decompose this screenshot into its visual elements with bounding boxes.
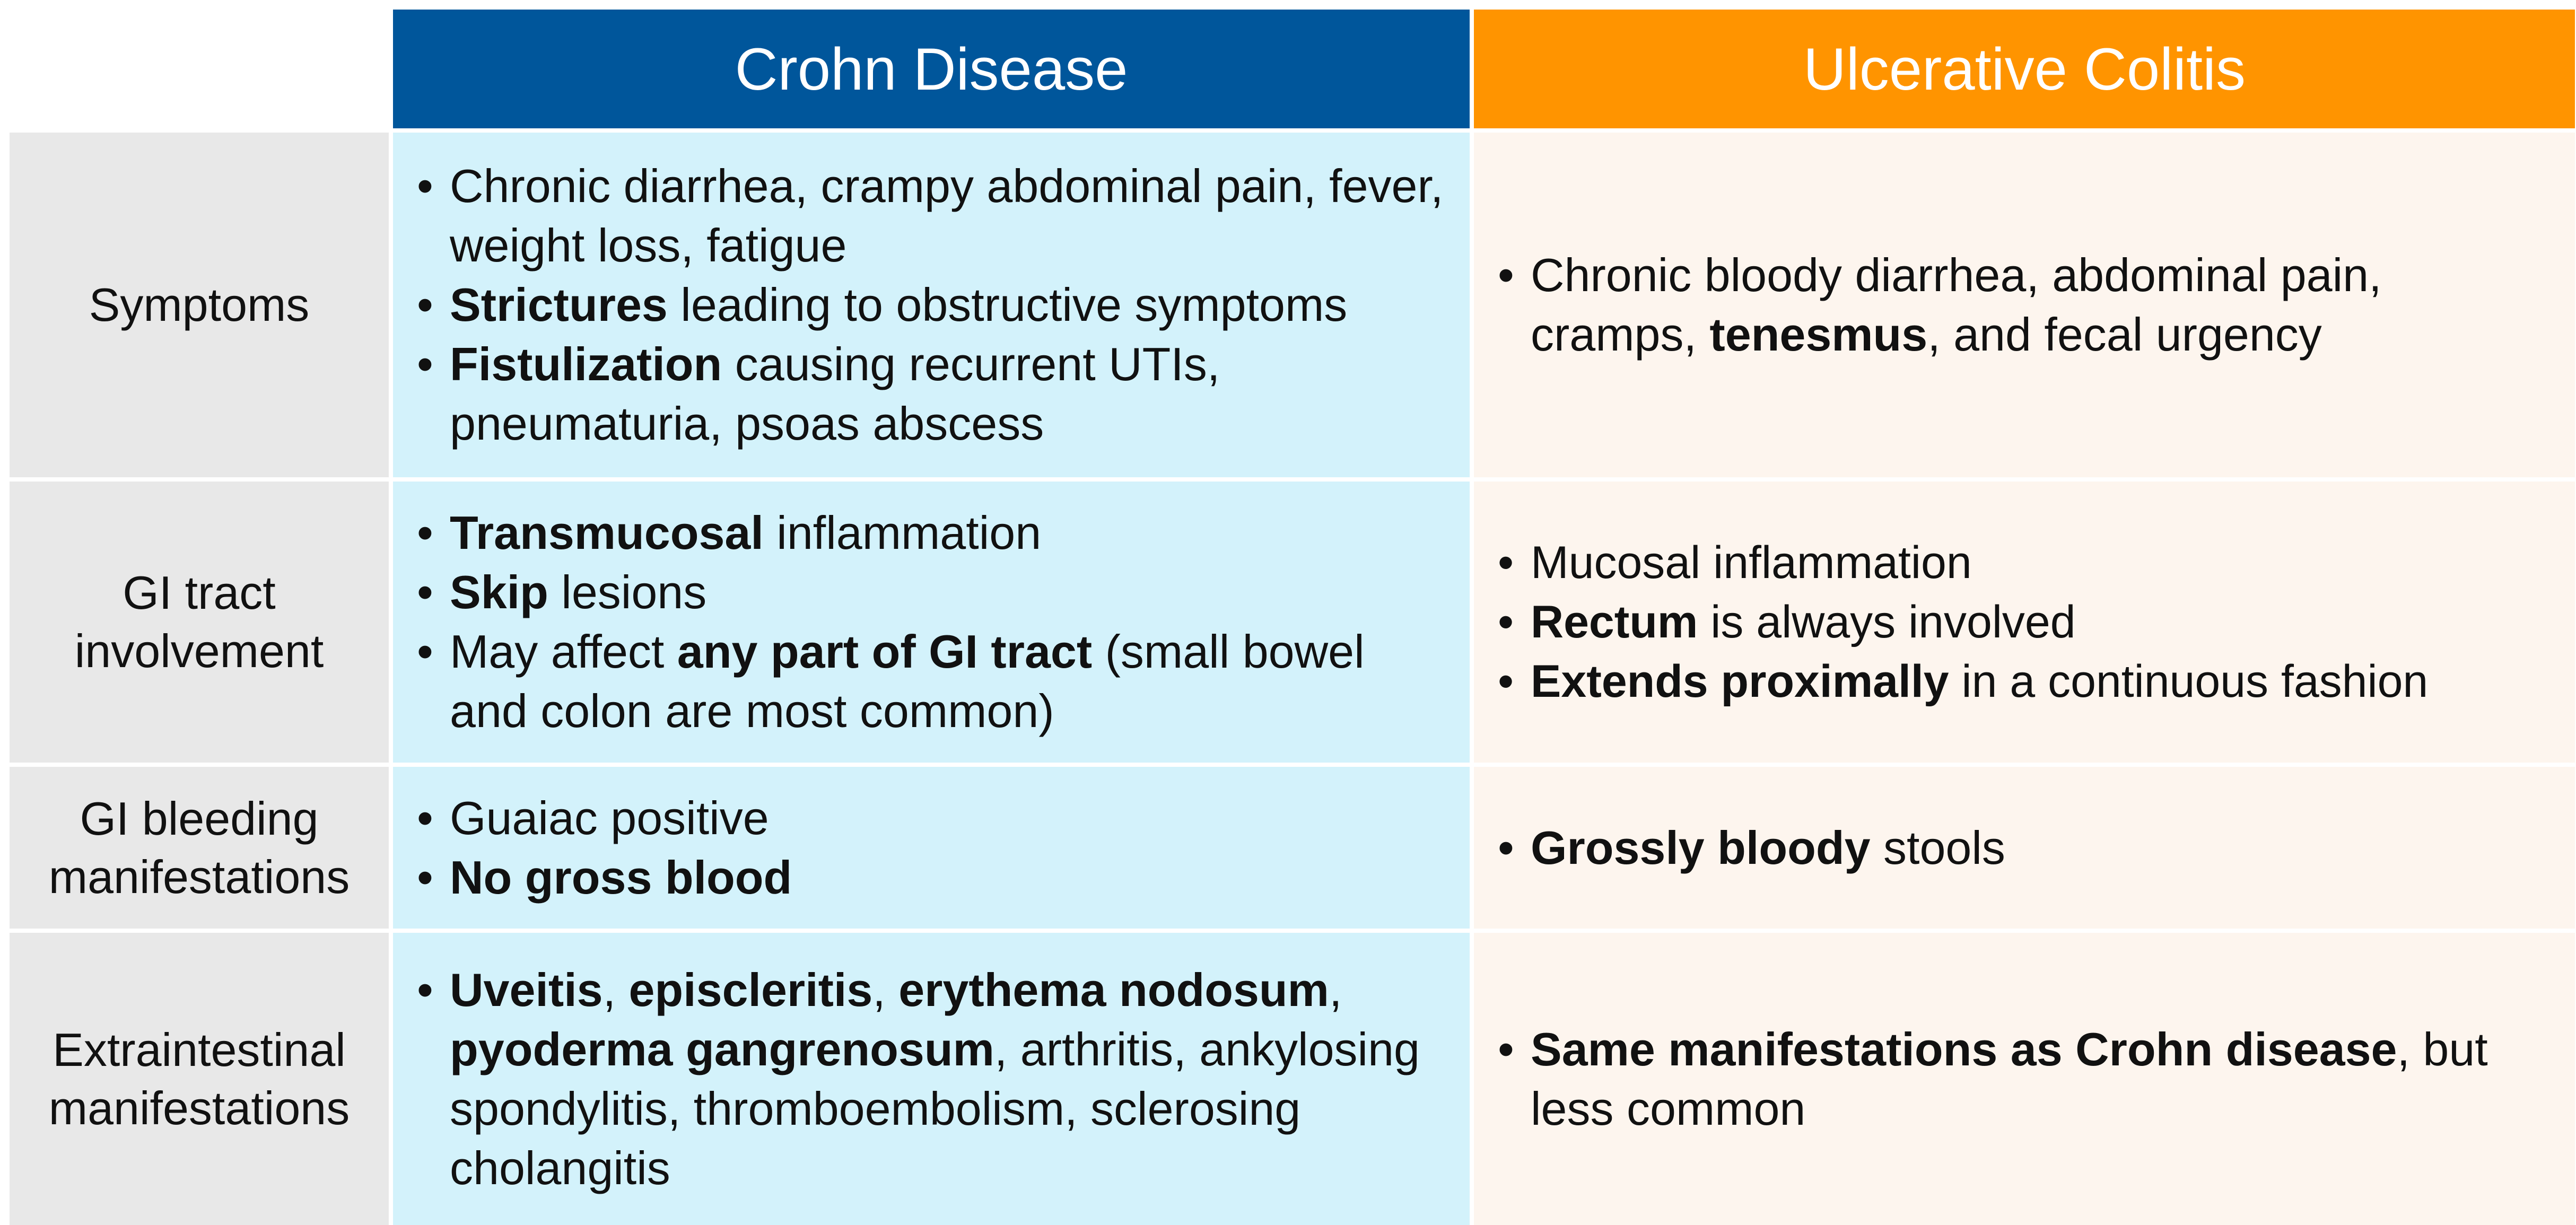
row-label-text: GI bleeding manifestations (48, 792, 350, 903)
text: Chronic bloody diarrhea, abdominal pain,… (1531, 249, 2382, 361)
crohn-symptoms-cell: Chronic diarrhea, crampy abdominal pain,… (393, 133, 1470, 477)
bullet-list: Transmucosal inflammationSkip lesionsMay… (417, 503, 1448, 741)
crohn-gi-bleeding-cell: Guaiac positive No gross blood (393, 767, 1470, 929)
text: May affect (450, 625, 677, 678)
crohn-gi-tract-cell: Transmucosal inflammationSkip lesionsMay… (393, 482, 1470, 763)
crohn-extraintestinal-cell: Uveitis, episcleritis, erythema nodosum,… (393, 933, 1470, 1225)
corner-cell (10, 10, 389, 128)
text: (small bowel and colon are most common) (450, 625, 1365, 737)
text: , and fecal urgency (1927, 308, 2322, 361)
row-label-extraintestinal: Extraintestinal manifestations (10, 933, 389, 1225)
bold-text: episcleritis (628, 963, 873, 1016)
bold-text: Extends proximally (1531, 656, 1949, 707)
uc-gi-tract-cell: Mucosal inflammationRectum is always inv… (1474, 482, 2575, 763)
text: , (872, 963, 899, 1016)
bullet-item: Grossly bloody stools (1498, 818, 2005, 878)
header-crohn-label: Crohn Disease (735, 36, 1128, 102)
bold-text: Same manifestations as Crohn disease (1531, 1022, 2397, 1075)
text: Chronic diarrhea, crampy abdominal pain,… (450, 160, 1444, 272)
bold-text: erythema nodosum (898, 963, 1329, 1016)
bold-text: Strictures (450, 278, 668, 331)
bullet-item: Transmucosal inflammation (417, 503, 1448, 563)
bullet-item: Chronic diarrhea, crampy abdominal pain,… (417, 156, 1448, 275)
bullet-list: Mucosal inflammationRectum is always inv… (1498, 533, 2428, 711)
text: , but less common (1531, 1022, 2488, 1135)
bold-text: Grossly bloody (1531, 821, 1871, 874)
bullet-item: Uveitis, episcleritis, erythema nodosum,… (417, 960, 1448, 1198)
header-crohn-disease: Crohn Disease (393, 10, 1470, 128)
text: lesions (548, 566, 707, 618)
bullet-list: Guaiac positive No gross blood (417, 789, 792, 907)
bullet-item: Chronic bloody diarrhea, abdominal pain,… (1498, 246, 2554, 364)
bold-text: Transmucosal (450, 506, 764, 559)
row-label-gi-tract-involvement: GI tract involvement (10, 482, 389, 763)
bullet-list: Uveitis, episcleritis, erythema nodosum,… (417, 960, 1448, 1198)
row-label-text: GI tract involvement (74, 566, 324, 677)
text: Guaiac positive (450, 791, 769, 844)
row-label-text: Symptoms (89, 278, 310, 331)
bold-text: tenesmus (1709, 308, 1928, 361)
text: causing recurrent UTIs, pneumaturia, pso… (450, 338, 1220, 450)
bold-text: pyoderma gangrenosum (450, 1022, 994, 1075)
bullet-list: Grossly bloody stools (1498, 818, 2005, 878)
uc-symptoms-cell: Chronic bloody diarrhea, abdominal pain,… (1474, 133, 2575, 477)
text: Mucosal inflammation (1531, 537, 1972, 588)
bullet-item: Fistulization causing recurrent UTIs, pn… (417, 335, 1448, 453)
text: , (602, 963, 629, 1016)
row-label-gi-bleeding: GI bleeding manifestations (10, 767, 389, 929)
bullet-list: Same manifestations as Crohn disease, bu… (1498, 1020, 2554, 1139)
row-label-symptoms: Symptoms (10, 133, 389, 477)
text: inflammation (763, 506, 1042, 559)
bold-text: No gross blood (450, 851, 792, 904)
bullet-item: Extends proximally in a continuous fashi… (1498, 652, 2428, 711)
row-label-text: Extraintestinal manifestations (48, 1023, 350, 1134)
text: , (1329, 963, 1342, 1016)
bullet-item: Rectum is always involved (1498, 592, 2428, 652)
comparison-table: Crohn Disease Ulcerative Colitis Symptom… (10, 10, 2575, 1225)
header-uc-label: Ulcerative Colitis (1803, 36, 2246, 102)
bullet-list: Chronic bloody diarrhea, abdominal pain,… (1498, 246, 2554, 364)
uc-gi-bleeding-cell: Grossly bloody stools (1474, 767, 2575, 929)
text: in a continuous fashion (1949, 656, 2429, 707)
bullet-list: Chronic diarrhea, crampy abdominal pain,… (417, 156, 1448, 453)
bullet-item: Mucosal inflammation (1498, 533, 2428, 592)
text: , arthritis, ankylosing spondylitis, thr… (450, 1022, 1420, 1194)
bullet-item: Guaiac positive (417, 789, 792, 848)
bullet-item: No gross blood (417, 848, 792, 907)
bold-text: any part of GI tract (677, 625, 1093, 678)
bold-text: Uveitis (450, 963, 603, 1016)
text: stools (1870, 821, 2005, 874)
text: leading to obstructive symptoms (667, 278, 1348, 331)
header-ulcerative-colitis: Ulcerative Colitis (1474, 10, 2575, 128)
bold-text: Fistulization (450, 338, 722, 390)
text: is always involved (1698, 597, 2076, 648)
uc-extraintestinal-cell: Same manifestations as Crohn disease, bu… (1474, 933, 2575, 1225)
bullet-item: May affect any part of GI tract (small b… (417, 622, 1448, 741)
bullet-item: Skip lesions (417, 563, 1448, 622)
bullet-item: Same manifestations as Crohn disease, bu… (1498, 1020, 2554, 1139)
bold-text: Rectum (1531, 597, 1698, 648)
bullet-item: Strictures leading to obstructive sympto… (417, 275, 1448, 335)
bold-text: Skip (450, 566, 548, 618)
